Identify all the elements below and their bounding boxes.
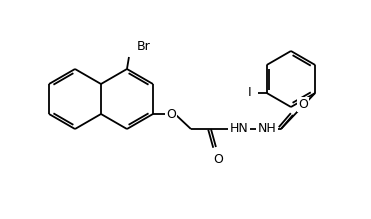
Text: O: O xyxy=(213,153,223,166)
Text: I: I xyxy=(248,87,252,99)
Text: NH: NH xyxy=(257,122,276,136)
Text: HN: HN xyxy=(230,122,248,136)
Text: O: O xyxy=(298,98,308,111)
Text: Br: Br xyxy=(137,40,151,53)
Text: O: O xyxy=(166,108,176,120)
